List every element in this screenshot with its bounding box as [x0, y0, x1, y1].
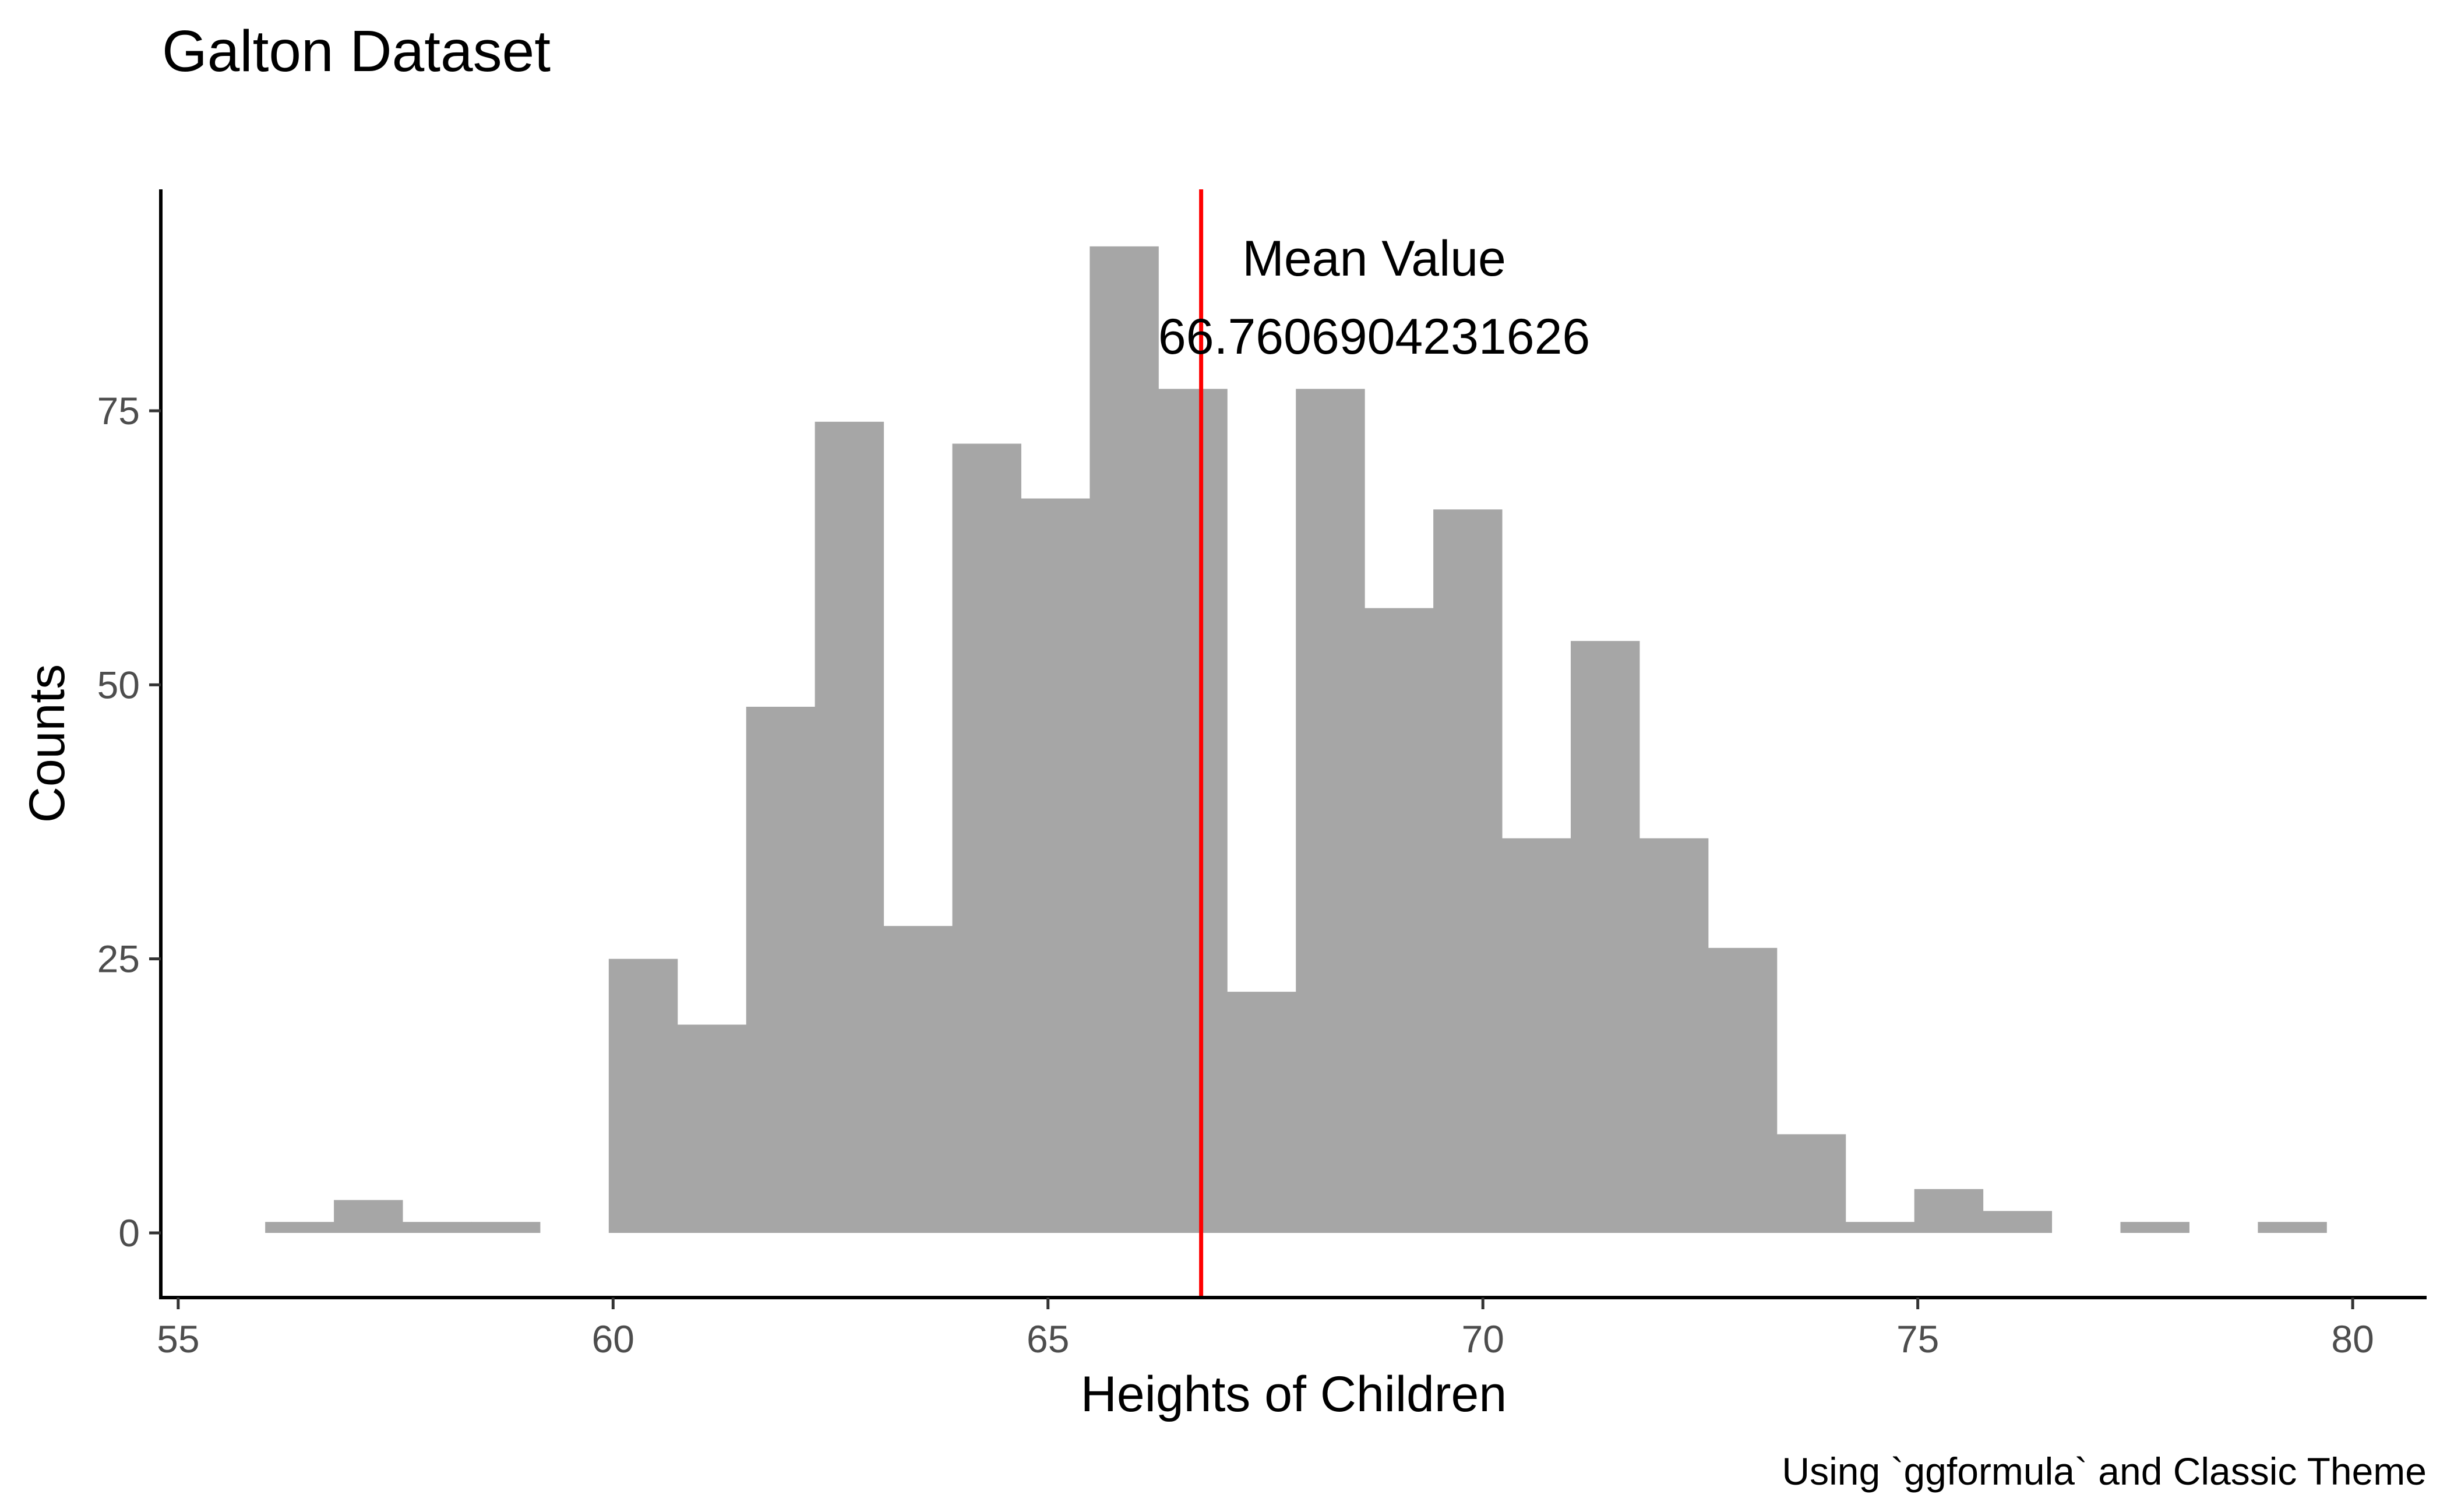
histogram-bar: [1708, 947, 1778, 1233]
histogram-bar: [1570, 641, 1640, 1233]
x-tick-label: 75: [1896, 1317, 1939, 1361]
y-tick-label: 75: [97, 389, 140, 432]
x-tick-label: 65: [1027, 1317, 1069, 1361]
mean-annotation-label: Mean Value: [1242, 231, 1506, 287]
histogram-bar: [1639, 838, 1709, 1233]
histogram-bar: [608, 958, 678, 1233]
histogram-bar: [1227, 992, 1296, 1233]
x-tick-label: 55: [157, 1317, 199, 1361]
chart-title: Galton Dataset: [162, 19, 551, 84]
histogram-bar: [1364, 608, 1434, 1233]
histogram-bar: [815, 421, 884, 1233]
histogram-bar: [2120, 1222, 2189, 1233]
y-tick-label: 0: [118, 1211, 140, 1254]
histogram-bar: [1296, 389, 1365, 1233]
histogram-bar: [1983, 1211, 2053, 1233]
y-tick-label: 25: [97, 937, 140, 981]
histogram-bar: [1089, 246, 1159, 1233]
histogram-bar: [1158, 389, 1228, 1233]
histogram-bar: [334, 1200, 403, 1233]
histogram-bar: [403, 1222, 472, 1233]
histogram-bar: [1914, 1189, 1984, 1233]
x-axis-title: Heights of Children: [1081, 1366, 1507, 1422]
histogram-bar: [746, 706, 816, 1233]
histogram-bar: [1021, 498, 1090, 1233]
x-tick-label: 70: [1461, 1317, 1504, 1361]
axes-layer: [159, 189, 2427, 1299]
histogram-bar: [2258, 1222, 2327, 1233]
mean-annotation-value: 66.7606904231626: [1158, 309, 1590, 365]
histogram-bar: [471, 1222, 541, 1233]
bars-layer: [265, 246, 2327, 1233]
histogram-bar: [952, 443, 1021, 1233]
y-tick-label: 50: [97, 663, 140, 706]
x-tick-label: 80: [2331, 1317, 2374, 1361]
histogram-bar: [677, 1024, 747, 1233]
chart-caption: Using `ggformula` and Classic Theme: [1782, 1450, 2427, 1493]
histogram-bar: [265, 1222, 334, 1233]
histogram-bar: [1433, 509, 1503, 1233]
histogram-bar: [1776, 1134, 1846, 1233]
x-tick-label: 60: [592, 1317, 634, 1361]
histogram-bar: [1502, 838, 1571, 1233]
y-axis-title: Counts: [19, 664, 75, 823]
histogram-bar: [1845, 1222, 1915, 1233]
ticks-layer: 55 60 65 70 75 80 0 25 50 75: [97, 389, 2374, 1361]
histogram-bar: [883, 926, 953, 1233]
